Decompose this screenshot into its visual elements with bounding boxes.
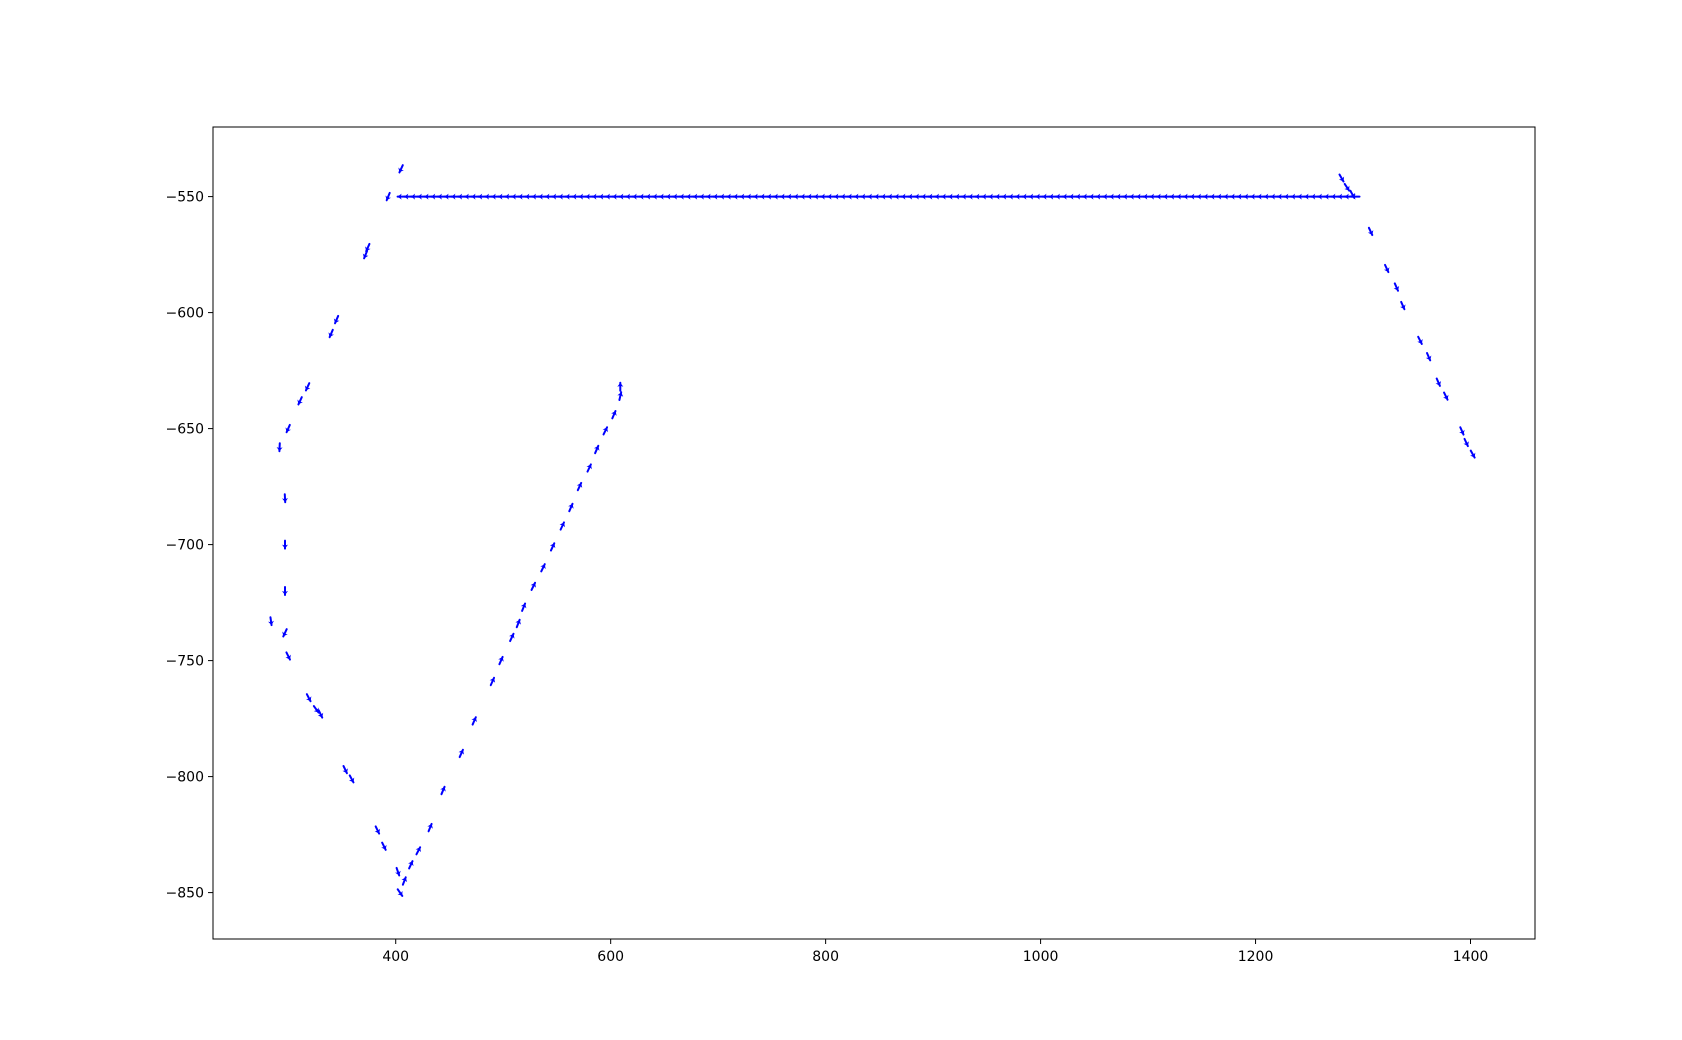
- arrow-point: [342, 764, 348, 775]
- arrow-point: [282, 628, 288, 638]
- arrow-point: [401, 876, 408, 886]
- arrow-point: [1393, 282, 1400, 292]
- arrow-point: [385, 191, 391, 202]
- arrow-point: [312, 705, 320, 714]
- arrow-point: [396, 888, 404, 897]
- arrow-point: [1463, 437, 1469, 448]
- x-tick-label: 400: [382, 949, 409, 965]
- arrow-point: [617, 381, 624, 392]
- x-tick-label: 800: [812, 949, 839, 965]
- y-tick-label: −550: [166, 190, 204, 206]
- arrow-point: [276, 442, 283, 453]
- arrow-point: [285, 423, 291, 434]
- arrow-point: [458, 748, 465, 759]
- arrow-point: [593, 444, 600, 455]
- y-tick-label: −800: [166, 770, 204, 786]
- arrow-point: [586, 463, 592, 473]
- y-axis: −550 −600 −650 −700 −750 −800 −850: [166, 190, 213, 902]
- arrow-point: [1435, 377, 1442, 387]
- arrow-point: [268, 616, 274, 627]
- arrow-point: [1417, 335, 1423, 345]
- arrow-point: [282, 539, 288, 550]
- arrow-point: [549, 542, 556, 552]
- arrow-point: [515, 618, 521, 629]
- arrow-point: [398, 164, 404, 174]
- arrow-point: [530, 581, 537, 591]
- arrow-point: [365, 242, 371, 253]
- arrow-point: [440, 785, 446, 796]
- y-tick-label: −750: [166, 654, 204, 670]
- y-tick-label: −600: [166, 306, 204, 322]
- arrow-point: [395, 866, 401, 877]
- arrow-point: [489, 676, 496, 687]
- arrow-point: [540, 563, 546, 573]
- arrow-point: [602, 426, 609, 436]
- arrow-point: [1338, 173, 1345, 183]
- arrow-point: [1400, 300, 1406, 311]
- arrow-point: [568, 502, 574, 513]
- arrow-point: [285, 651, 291, 661]
- arrow-point: [282, 493, 288, 504]
- arrow-point: [1343, 182, 1351, 192]
- arrow-point: [576, 481, 583, 492]
- arrow-point: [471, 716, 477, 726]
- x-tick-label: 1000: [1023, 949, 1059, 965]
- arrow-point: [333, 314, 340, 325]
- y-tick-label: −850: [166, 886, 204, 902]
- arrow-point: [1425, 352, 1432, 362]
- plot-area-frame: [212, 126, 1536, 940]
- x-axis: 400 600 800 1000 1200 1400: [382, 939, 1488, 965]
- arrow-point: [415, 846, 422, 856]
- x-tick-label: 1200: [1238, 949, 1274, 965]
- plot-marks: [268, 164, 1476, 897]
- arrow-point: [559, 521, 566, 531]
- arrow-point: [1367, 226, 1374, 237]
- arrow-point: [1459, 426, 1465, 436]
- arrow-point: [617, 391, 624, 401]
- arrow-point: [1383, 263, 1390, 274]
- arrow-point: [328, 328, 334, 339]
- arrow-point: [297, 396, 303, 406]
- arrow-point: [1469, 449, 1476, 459]
- arrow-point: [304, 382, 311, 392]
- arrow-point: [305, 693, 312, 703]
- arrow-point: [509, 632, 515, 643]
- x-tick-label: 600: [597, 949, 624, 965]
- arrow-point: [396, 193, 407, 200]
- arrow-point: [408, 860, 414, 870]
- y-tick-label: −700: [166, 538, 204, 554]
- arrow-point: [611, 410, 617, 420]
- arrow-point: [348, 774, 355, 784]
- x-tick-label: 1400: [1453, 949, 1489, 965]
- arrow-point: [1443, 391, 1449, 401]
- arrow-point: [381, 841, 387, 851]
- arrow-point: [317, 709, 324, 719]
- arrow-point: [427, 822, 433, 833]
- arrow-point: [374, 825, 381, 835]
- arrow-point: [282, 586, 288, 596]
- arrow-point: [520, 602, 527, 612]
- y-tick-label: −650: [166, 422, 204, 438]
- arrow-point: [498, 655, 504, 666]
